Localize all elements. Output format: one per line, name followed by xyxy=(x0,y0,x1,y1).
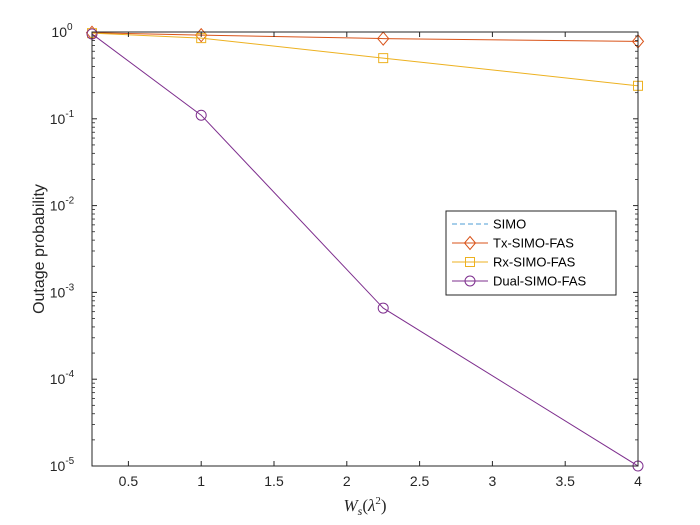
tick-layer: 0.5 1 1.5 2 2.5 3 3.5 4 10-5 10-4 10-3 10-2 10-1 100 xyxy=(50,22,642,489)
y-tick-label: 100 xyxy=(51,22,73,40)
series-line-dual-simo-fas xyxy=(91,33,639,467)
y-axis-label: Outage probability xyxy=(31,184,48,314)
plot-frame xyxy=(91,31,639,467)
y-tick-label: 10-4 xyxy=(50,369,75,387)
data-point-dual-simo-fas xyxy=(195,109,207,121)
x-tick-label: 1 xyxy=(197,473,205,489)
legend-marker-rx-simo-fas xyxy=(465,257,475,267)
y-tick-label: 10-1 xyxy=(50,109,75,127)
x-tick-label: 2.5 xyxy=(410,473,430,489)
data-point-tx-simo-fas xyxy=(377,31,390,46)
legend-label-rx-simo-fas: Rx-SIMO-FAS xyxy=(493,255,576,270)
x-tick-label: 3 xyxy=(489,473,497,489)
legend-marker-tx-simo-fas xyxy=(463,235,477,251)
series-line-rx-simo-fas xyxy=(91,32,639,87)
x-tick-label: 1.5 xyxy=(264,473,284,489)
y-tick-label: 10-3 xyxy=(50,282,75,300)
series-line-tx-simo-fas xyxy=(91,32,639,42)
x-axis-label: Ws(λ2) xyxy=(343,495,386,518)
legend: SIMO Tx-SIMO-FAS Rx-SIMO-FAS Dual-SIMO-FAS xyxy=(445,210,617,296)
legend-label-tx-simo-fas: Tx-SIMO-FAS xyxy=(493,236,574,251)
legend-label-dual-simo-fas: Dual-SIMO-FAS xyxy=(493,274,587,289)
x-tick-label: 3.5 xyxy=(555,473,575,489)
x-tick-label: 2 xyxy=(343,473,351,489)
data-point-rx-simo-fas xyxy=(378,53,389,64)
legend-marker-dual-simo-fas xyxy=(464,275,476,287)
legend-label-simo: SIMO xyxy=(493,217,526,232)
x-tick-label: 4 xyxy=(634,473,642,489)
data-point-tx-simo-fas xyxy=(195,27,208,43)
x-tick-label: 0.5 xyxy=(119,473,139,489)
y-tick-label: 10-2 xyxy=(50,196,75,214)
y-tick-label: 10-5 xyxy=(50,456,75,474)
data-point-dual-simo-fas xyxy=(377,302,389,314)
